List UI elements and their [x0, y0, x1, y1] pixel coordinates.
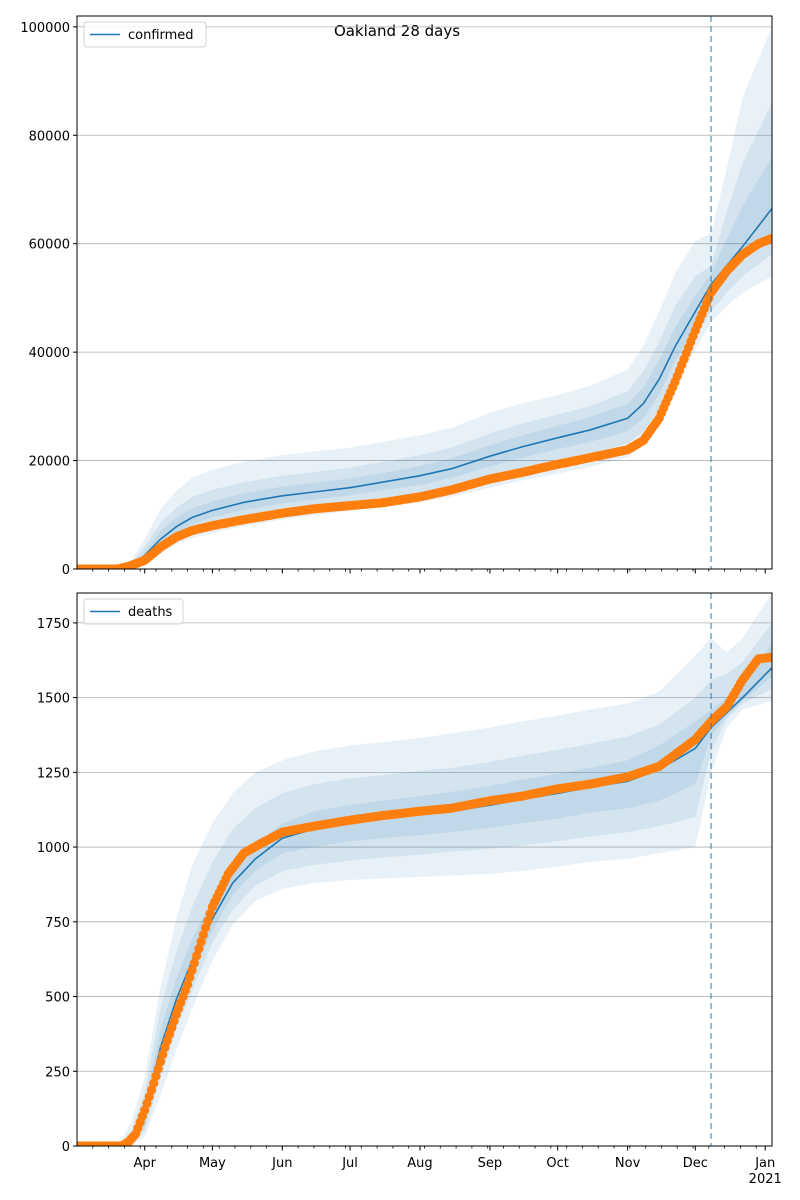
observed-point [194, 944, 204, 954]
y-tick-label: 1750 [37, 617, 70, 632]
y-tick-label: 100000 [20, 21, 70, 36]
x-tick-label: Apr [133, 1156, 156, 1171]
y-tick-label: 0 [62, 563, 70, 578]
x-year-label: 2021 [749, 1172, 782, 1187]
x-tick-label: Jun [271, 1156, 292, 1171]
legend-box [83, 21, 207, 48]
y-tick-label: 1000 [37, 841, 70, 856]
x-tick-label: May [199, 1156, 226, 1171]
observed-point [151, 1071, 161, 1081]
observed-point [192, 951, 202, 961]
legend-label: confirmed [128, 28, 194, 43]
observed-points [77, 652, 772, 1146]
x-tick-label: Oct [546, 1156, 568, 1171]
observed-points [77, 233, 772, 569]
observed-point [196, 937, 206, 947]
y-tick-label: 500 [45, 991, 70, 1006]
legend-label: deaths [128, 605, 173, 620]
confidence-band [77, 593, 772, 1146]
y-tick-label: 80000 [29, 129, 70, 144]
legend: confirmed [83, 21, 207, 48]
y-tick-label: 40000 [29, 346, 70, 361]
legend-box [83, 598, 184, 625]
y-tick-label: 1500 [37, 692, 70, 707]
y-tick-label: 0 [62, 1140, 70, 1155]
model-line [77, 208, 772, 569]
plot-area [77, 26, 772, 569]
observed-point [149, 1078, 159, 1088]
observed-point [189, 958, 199, 968]
confidence-band [77, 622, 772, 1146]
observed-point [198, 930, 208, 940]
observed-point [767, 233, 772, 243]
observed-point [158, 1049, 168, 1060]
x-tick-label: Jul [341, 1156, 358, 1171]
confidence-band [77, 26, 772, 569]
observed-point [183, 980, 193, 990]
observed-point [201, 923, 211, 933]
y-tick-label: 60000 [29, 238, 70, 253]
y-tick-label: 750 [45, 916, 70, 931]
x-tick-label: Sep [478, 1156, 503, 1171]
x-tick-label: Dec [683, 1156, 708, 1171]
x-tick-label: Aug [407, 1156, 432, 1171]
observed-point [767, 652, 772, 662]
confidence-band [77, 102, 772, 569]
observed-point [155, 1057, 166, 1067]
x-tick-label: Nov [615, 1156, 641, 1171]
x-tick-label: Jan [754, 1156, 775, 1171]
legend: deaths [83, 598, 184, 625]
observed-point [187, 965, 197, 975]
y-tick-label: 250 [45, 1065, 70, 1080]
chart-title: Oakland 28 days [334, 22, 460, 40]
observed-point [203, 916, 213, 926]
observed-point [153, 1064, 163, 1074]
confirmed-panel: 0 20000 40000 60000 80000 100000 confirmed [20, 15, 773, 578]
y-tick-label: 20000 [29, 455, 70, 470]
y-tick-label: 1250 [37, 766, 70, 781]
plot-area [77, 593, 772, 1146]
observed-point [185, 972, 195, 983]
deaths-panel: 0 250 500 750 1000 1250 1500 1750 Apr May Jun Jul Au… [37, 592, 782, 1187]
confidence-band [77, 643, 772, 1146]
